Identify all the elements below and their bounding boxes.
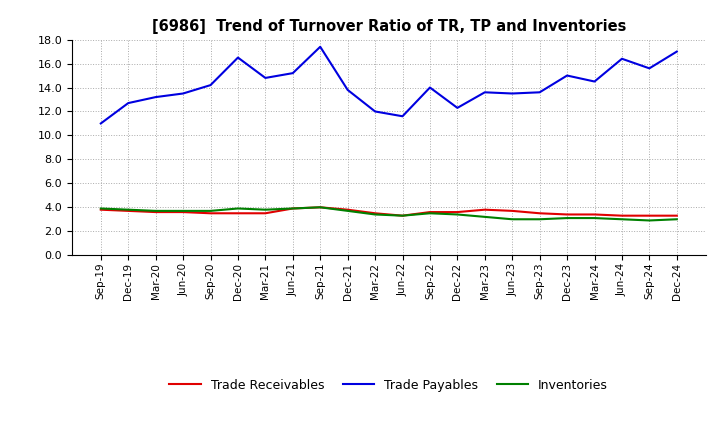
Inventories xyxy=(590,216,599,221)
Trade Payables xyxy=(96,121,105,126)
Line: Trade Receivables: Trade Receivables xyxy=(101,207,677,216)
Inventories xyxy=(124,207,132,213)
Inventories xyxy=(563,216,572,221)
Inventories xyxy=(96,206,105,211)
Inventories xyxy=(316,205,325,210)
Inventories xyxy=(343,208,352,213)
Trade Receivables xyxy=(590,212,599,217)
Trade Payables xyxy=(124,100,132,106)
Trade Payables xyxy=(508,91,516,96)
Inventories xyxy=(672,216,681,222)
Trade Receivables xyxy=(233,211,242,216)
Trade Payables xyxy=(398,114,407,119)
Trade Receivables xyxy=(179,209,187,215)
Line: Inventories: Inventories xyxy=(101,207,677,220)
Trade Receivables xyxy=(480,207,489,213)
Inventories xyxy=(261,207,270,213)
Trade Receivables xyxy=(124,208,132,213)
Inventories xyxy=(536,216,544,222)
Trade Receivables xyxy=(316,205,325,210)
Trade Receivables xyxy=(371,211,379,216)
Trade Payables xyxy=(316,44,325,49)
Trade Receivables xyxy=(426,209,434,215)
Trade Payables xyxy=(289,70,297,76)
Trade Receivables xyxy=(206,211,215,216)
Inventories xyxy=(426,211,434,216)
Trade Payables xyxy=(563,73,572,78)
Trade Payables xyxy=(453,105,462,110)
Trade Payables xyxy=(261,75,270,81)
Inventories xyxy=(206,208,215,213)
Trade Receivables xyxy=(96,207,105,213)
Trade Receivables xyxy=(289,206,297,211)
Trade Payables xyxy=(426,85,434,90)
Inventories xyxy=(371,212,379,217)
Inventories xyxy=(453,212,462,217)
Trade Payables xyxy=(233,55,242,60)
Inventories xyxy=(618,216,626,222)
Trade Receivables xyxy=(343,207,352,213)
Trade Receivables xyxy=(151,209,160,215)
Trade Receivables xyxy=(398,213,407,218)
Trade Receivables xyxy=(508,208,516,213)
Line: Trade Payables: Trade Payables xyxy=(101,47,677,124)
Trade Receivables xyxy=(536,211,544,216)
Trade Receivables xyxy=(672,213,681,218)
Inventories xyxy=(398,213,407,218)
Trade Payables xyxy=(343,87,352,92)
Trade Payables xyxy=(590,79,599,84)
Trade Payables xyxy=(672,49,681,54)
Inventories xyxy=(289,206,297,211)
Trade Payables xyxy=(206,82,215,88)
Trade Payables xyxy=(179,91,187,96)
Trade Payables xyxy=(536,90,544,95)
Trade Payables xyxy=(618,56,626,62)
Trade Receivables xyxy=(453,209,462,215)
Legend: Trade Receivables, Trade Payables, Inventories: Trade Receivables, Trade Payables, Inven… xyxy=(164,374,613,396)
Trade Receivables xyxy=(645,213,654,218)
Trade Receivables xyxy=(618,213,626,218)
Inventories xyxy=(508,216,516,222)
Title: [6986]  Trend of Turnover Ratio of TR, TP and Inventories: [6986] Trend of Turnover Ratio of TR, TP… xyxy=(152,19,626,34)
Trade Payables xyxy=(480,90,489,95)
Inventories xyxy=(151,208,160,213)
Trade Payables xyxy=(371,109,379,114)
Inventories xyxy=(645,218,654,223)
Trade Receivables xyxy=(261,211,270,216)
Inventories xyxy=(480,214,489,220)
Inventories xyxy=(179,208,187,213)
Trade Payables xyxy=(645,66,654,71)
Trade Payables xyxy=(151,95,160,100)
Trade Receivables xyxy=(563,212,572,217)
Inventories xyxy=(233,206,242,211)
